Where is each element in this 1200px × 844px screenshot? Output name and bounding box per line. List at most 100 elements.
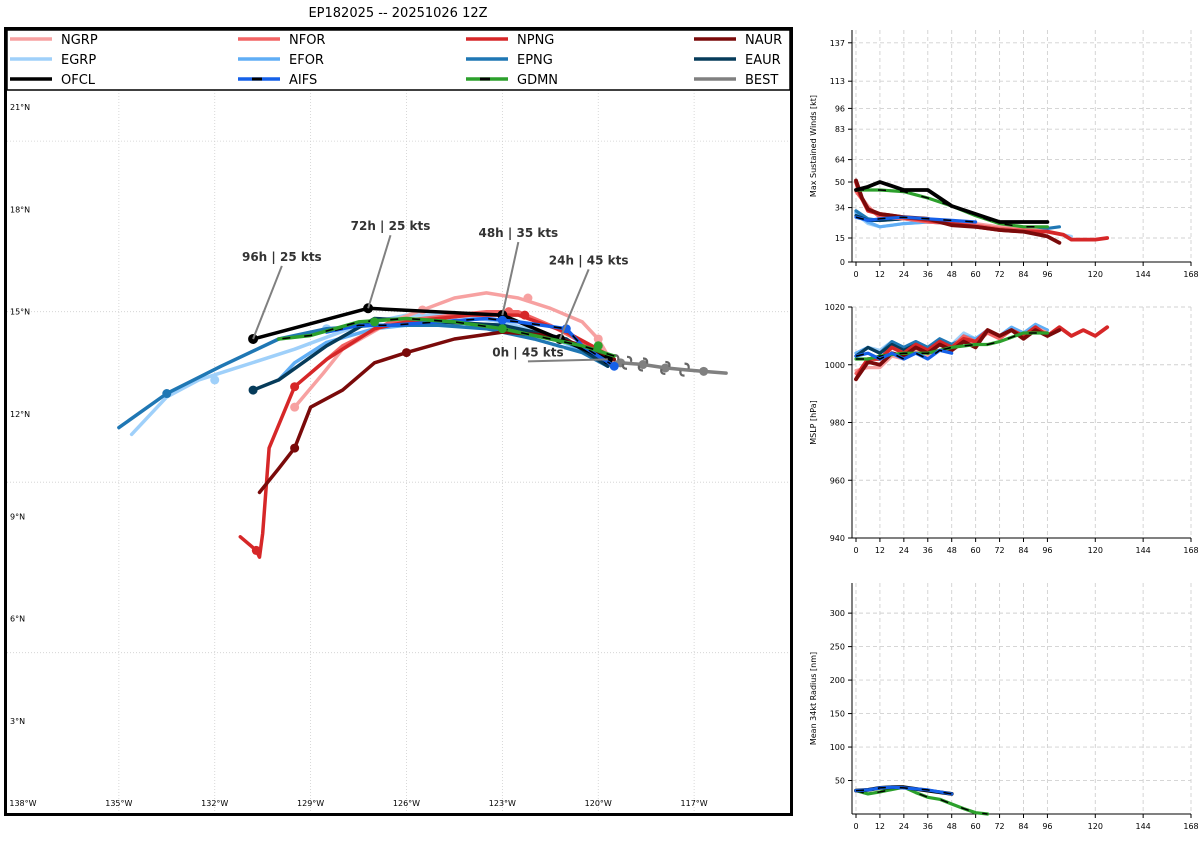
mslp-x-tick-label: 24 bbox=[899, 546, 909, 555]
radius34-x-tick-label: 72 bbox=[994, 822, 1004, 831]
mslp-y-tick-label: 940 bbox=[830, 534, 845, 543]
track-naur-marker bbox=[290, 443, 300, 453]
max-wind-gdmn-dash bbox=[856, 189, 1048, 228]
annotation-pointer bbox=[527, 358, 608, 363]
track-ofcl-marker bbox=[248, 333, 259, 344]
map-lat-label: 3°N bbox=[10, 717, 25, 726]
legend-label-best: BEST bbox=[745, 73, 778, 88]
max-wind-y-tick-label: 113 bbox=[830, 77, 845, 86]
radius34-x-tick-label: 0 bbox=[853, 822, 858, 831]
mslp-x-tick-label: 60 bbox=[971, 546, 981, 555]
figure-title: EP182025 -- 20251026 12Z bbox=[308, 6, 487, 21]
map-lon-label: 126°W bbox=[393, 799, 420, 808]
radius34-x-tick-label: 144 bbox=[1136, 822, 1151, 831]
map-lat-label: 18°N bbox=[10, 205, 30, 214]
track-epng-marker bbox=[162, 389, 172, 399]
max-wind-x-tick-label: 60 bbox=[971, 270, 981, 279]
map-lon-label: 129°W bbox=[297, 799, 324, 808]
mslp-x-tick-label: 168 bbox=[1183, 546, 1198, 555]
max-wind-x-tick-label: 120 bbox=[1088, 270, 1103, 279]
mslp-x-tick-label: 120 bbox=[1088, 546, 1103, 555]
legend-label-eaur: EAUR bbox=[745, 53, 781, 68]
track-gdmn-marker bbox=[593, 341, 603, 351]
mslp-x-tick-label: 48 bbox=[947, 546, 957, 555]
max-wind-ofcl-line bbox=[854, 180, 1050, 224]
mslp-panel: 0 12 24 36 48 60 72 84 96 120 144 168 940 960 980 1000 1… bbox=[809, 303, 1199, 555]
map-panel: 138°W 135°W 132°W 129°W 126°W 123°W 120°W 117°W… bbox=[4, 27, 793, 816]
annotation-label: 96h | 25 kts bbox=[242, 250, 322, 264]
radius34-y-tick-label: 250 bbox=[830, 643, 845, 652]
max-wind-x-tick-label: 24 bbox=[899, 270, 909, 279]
mslp-x-tick-label: 96 bbox=[1042, 546, 1052, 555]
map-lon-label: 117°W bbox=[681, 799, 708, 808]
legend: NGRP NFOR NPNG NAUR EGRP EFOR EPNG EAUR OFCL AIFS… bbox=[6, 29, 791, 91]
map-lon-label: 138°W bbox=[9, 799, 36, 808]
radius34-x-tick-label: 48 bbox=[947, 822, 957, 831]
annotation-pointer bbox=[558, 268, 590, 340]
map-lon-label: 123°W bbox=[489, 799, 516, 808]
track-egrp-marker bbox=[210, 375, 220, 385]
best-track-storm-symbol bbox=[621, 355, 633, 370]
max-wind-x-tick-label: 48 bbox=[947, 270, 957, 279]
legend-label-gdmn: GDMN bbox=[517, 73, 558, 88]
max-wind-x-tick-label: 72 bbox=[994, 270, 1004, 279]
radius34-y-tick-label: 150 bbox=[830, 710, 845, 719]
legend-label-aifs: AIFS bbox=[289, 73, 317, 88]
track-best-marker bbox=[699, 366, 709, 376]
annotation-pointer bbox=[501, 241, 520, 316]
map-tracks bbox=[117, 291, 728, 559]
max-wind-y-label: Max Sustained Winds [kt] bbox=[809, 95, 818, 197]
track-ngrp-marker bbox=[593, 334, 603, 344]
max-wind-aifs-dash bbox=[855, 216, 976, 223]
track-ngrp-marker bbox=[290, 402, 300, 412]
legend-label-nfor: NFOR bbox=[289, 33, 325, 48]
mslp-series bbox=[854, 322, 1110, 382]
radius34-gdmn-dash bbox=[855, 786, 988, 815]
legend-label-egrp: EGRP bbox=[61, 53, 96, 68]
map-lat-label: 15°N bbox=[10, 308, 30, 317]
map-lon-label: 120°W bbox=[585, 799, 612, 808]
max-wind-x-tick-label: 96 bbox=[1042, 270, 1052, 279]
annotation-label: 24h | 45 kts bbox=[549, 253, 629, 267]
max-wind-y-tick-label: 50 bbox=[835, 178, 845, 187]
annotation-label: 48h | 35 kts bbox=[478, 226, 558, 240]
mslp-y-tick-label: 1000 bbox=[825, 361, 845, 370]
radius34-x-tick-label: 96 bbox=[1042, 822, 1052, 831]
radius34-y-label: Mean 34kt Radius [nm] bbox=[809, 652, 818, 745]
radius34-panel: 0 12 24 36 48 60 72 84 96 120 144 168 50 100 150 200 250… bbox=[809, 583, 1199, 831]
radius34-series bbox=[854, 785, 990, 816]
max-wind-y-tick-label: 137 bbox=[830, 39, 845, 48]
max-wind-x-tick-label: 144 bbox=[1136, 270, 1151, 279]
max-wind-x-tick-label: 168 bbox=[1183, 270, 1198, 279]
track-npng-marker bbox=[520, 310, 530, 320]
track-aifs-dash bbox=[326, 317, 615, 367]
track-npng-marker bbox=[290, 382, 300, 392]
track-eaur-marker bbox=[248, 385, 258, 395]
max-wind-y-tick-label: 15 bbox=[835, 234, 845, 243]
track-aifs-marker bbox=[609, 361, 619, 371]
max-wind-series bbox=[854, 178, 1110, 245]
mslp-x-tick-label: 144 bbox=[1136, 546, 1151, 555]
max-wind-naur-line bbox=[854, 178, 1062, 245]
best-track-storm-symbol bbox=[637, 357, 649, 372]
legend-label-naur: NAUR bbox=[745, 33, 782, 48]
radius34-y-tick-label: 50 bbox=[835, 777, 845, 786]
map-lat-label: 21°N bbox=[10, 103, 30, 112]
max-wind-y-tick-label: 83 bbox=[835, 125, 845, 134]
max-wind-x-tick-label: 36 bbox=[923, 270, 933, 279]
annotation-label: 72h | 25 kts bbox=[351, 219, 431, 233]
max-wind-x-tick-label: 84 bbox=[1018, 270, 1028, 279]
mslp-x-tick-label: 36 bbox=[923, 546, 933, 555]
max-wind-x-tick-label: 12 bbox=[875, 270, 885, 279]
map-background bbox=[7, 30, 790, 813]
mslp-y-tick-label: 960 bbox=[830, 476, 845, 485]
legend-label-npng: NPNG bbox=[517, 33, 554, 48]
radius34-y-tick-label: 200 bbox=[830, 676, 845, 685]
track-gdmn-marker bbox=[497, 324, 507, 334]
radius34-x-tick-label: 120 bbox=[1088, 822, 1103, 831]
max-wind-y-tick-label: 0 bbox=[840, 258, 845, 267]
track-naur-marker bbox=[401, 348, 411, 358]
map-annotations: 0h | 45 kts 24h | 45 kts 48h | 35 kts 72h |… bbox=[241, 218, 630, 363]
radius34-x-tick-label: 84 bbox=[1018, 822, 1028, 831]
